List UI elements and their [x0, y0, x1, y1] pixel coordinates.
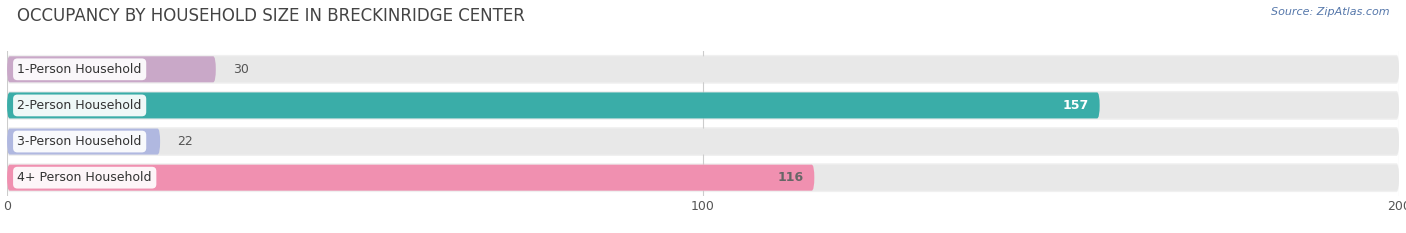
Text: 1-Person Household: 1-Person Household	[17, 63, 142, 76]
FancyBboxPatch shape	[7, 129, 1399, 154]
Text: 2-Person Household: 2-Person Household	[17, 99, 142, 112]
Text: 116: 116	[778, 171, 804, 184]
Text: Source: ZipAtlas.com: Source: ZipAtlas.com	[1271, 7, 1389, 17]
Text: 30: 30	[233, 63, 249, 76]
Text: 3-Person Household: 3-Person Household	[17, 135, 142, 148]
FancyBboxPatch shape	[7, 56, 1399, 82]
Text: OCCUPANCY BY HOUSEHOLD SIZE IN BRECKINRIDGE CENTER: OCCUPANCY BY HOUSEHOLD SIZE IN BRECKINRI…	[17, 7, 524, 25]
Text: 4+ Person Household: 4+ Person Household	[17, 171, 152, 184]
FancyBboxPatch shape	[7, 91, 1399, 120]
FancyBboxPatch shape	[7, 93, 1399, 118]
FancyBboxPatch shape	[7, 93, 1099, 118]
FancyBboxPatch shape	[7, 129, 160, 154]
FancyBboxPatch shape	[7, 56, 217, 82]
FancyBboxPatch shape	[7, 165, 814, 191]
FancyBboxPatch shape	[7, 165, 1399, 191]
FancyBboxPatch shape	[7, 163, 1399, 192]
FancyBboxPatch shape	[7, 55, 1399, 84]
Text: 22: 22	[177, 135, 193, 148]
FancyBboxPatch shape	[7, 127, 1399, 156]
Text: 157: 157	[1063, 99, 1090, 112]
